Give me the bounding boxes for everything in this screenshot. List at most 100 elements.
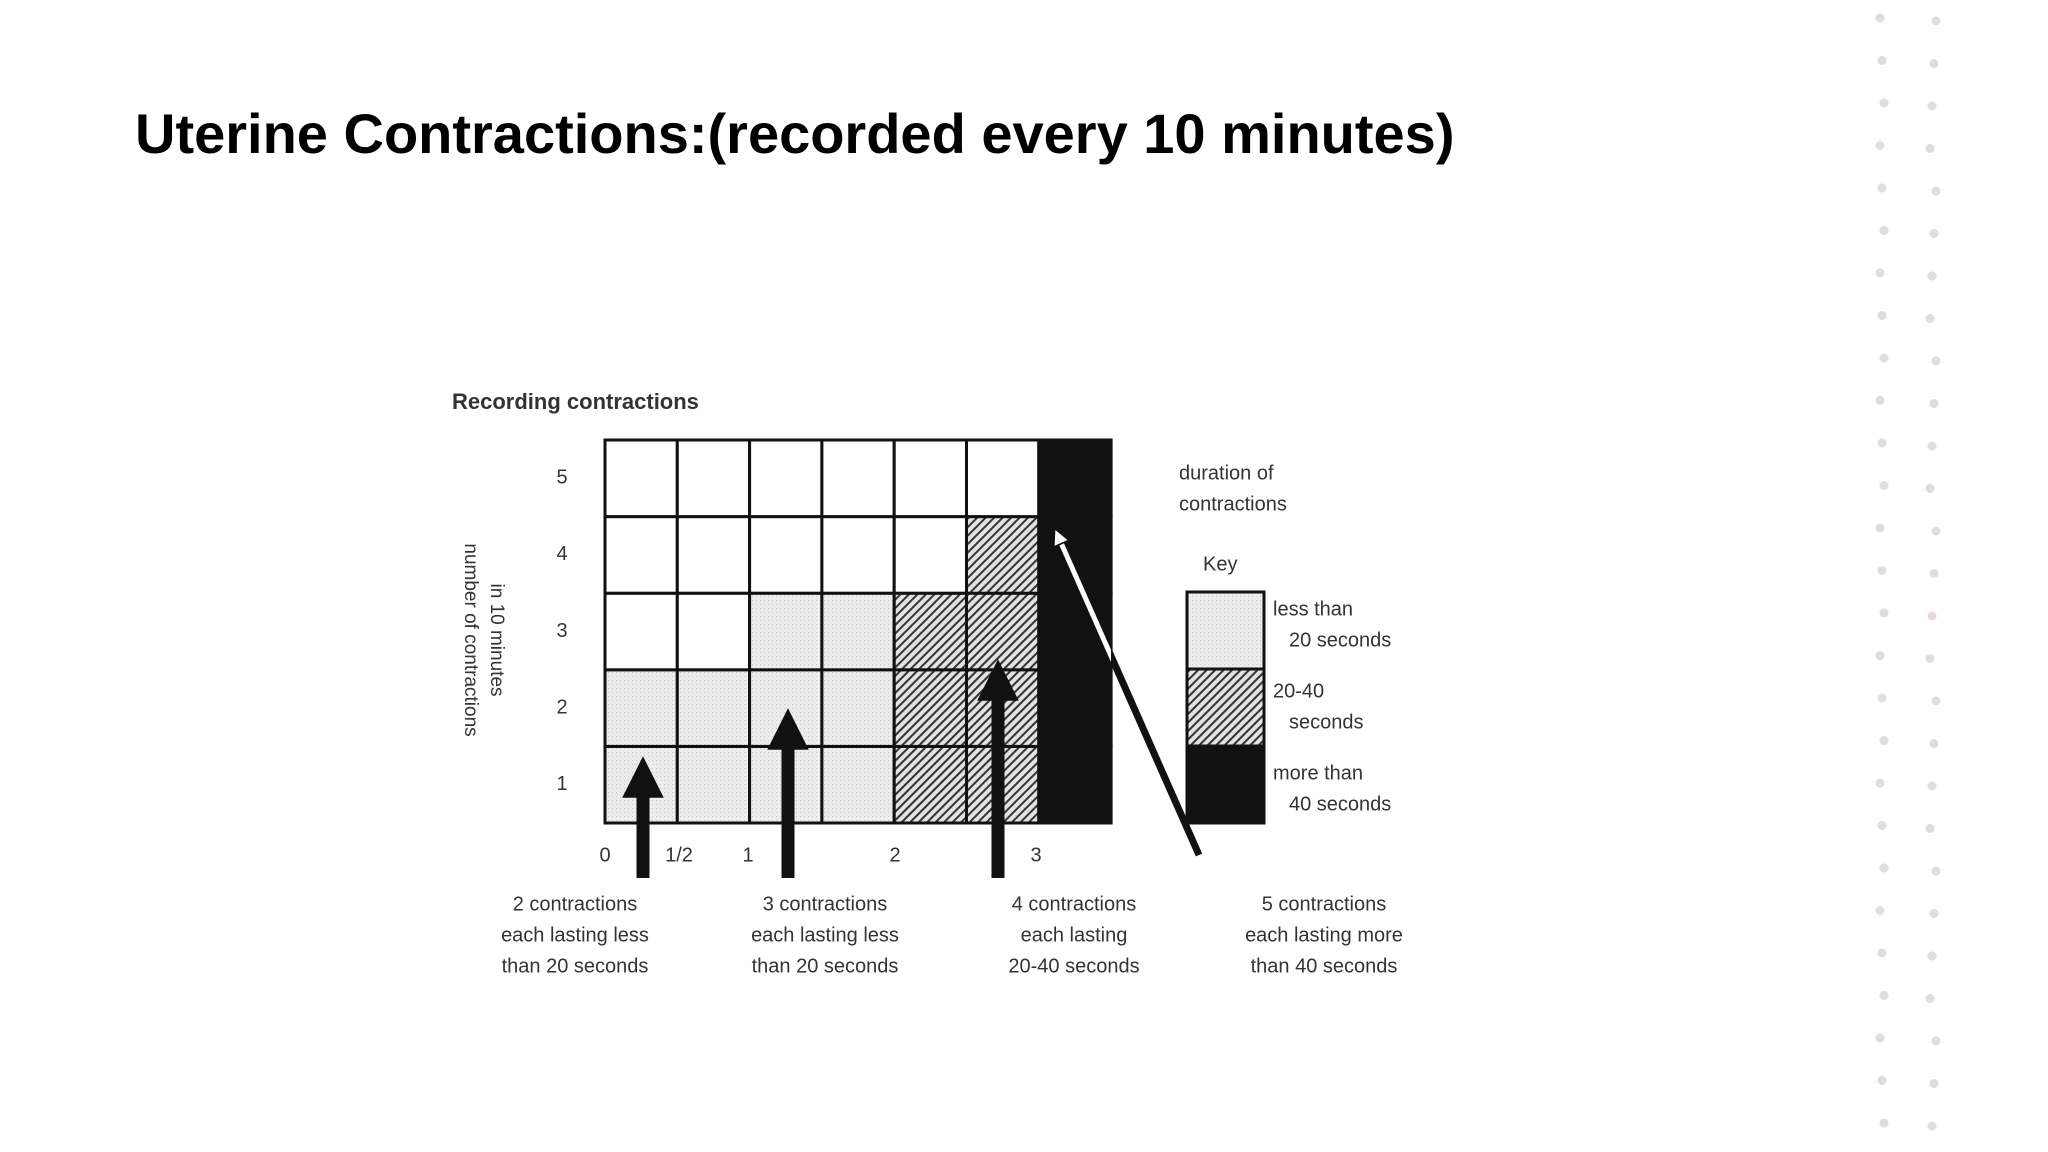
dot (1875, 268, 1885, 278)
key-label: 20 seconds (1289, 629, 1391, 651)
dot (1879, 991, 1889, 1000)
dot (1925, 654, 1935, 663)
y-tick-label: 5 (556, 467, 567, 489)
dot (1929, 59, 1939, 68)
caption: 2 contractions (513, 893, 638, 915)
caption: 5 contractions (1262, 893, 1387, 915)
grid-cell (892, 438, 969, 519)
key-title: Key (1203, 553, 1237, 575)
dot (1875, 396, 1885, 405)
dot (1925, 314, 1935, 323)
grid-cell (892, 668, 969, 748)
dot (1877, 693, 1887, 703)
grid-cell (965, 591, 1041, 672)
y-axis-label: in 10 minutes (486, 583, 507, 696)
key-label: 40 seconds (1289, 793, 1391, 815)
x-tick-label: 1/2 (665, 844, 693, 866)
dot (1925, 484, 1935, 493)
grid-cell (820, 591, 896, 672)
dot (1931, 186, 1941, 196)
key-swatch (1185, 590, 1266, 671)
grid-cell (748, 515, 824, 595)
dot (1879, 1118, 1889, 1128)
x-tick-label: 1 (742, 844, 753, 866)
grid-cell (603, 668, 679, 748)
caption: each lasting more (1245, 924, 1403, 946)
dot (1875, 651, 1885, 660)
dot (1929, 229, 1939, 238)
y-tick-label: 2 (556, 696, 567, 718)
key-heading: contractions (1179, 493, 1287, 515)
grid-cell (965, 515, 1041, 595)
dot (1927, 951, 1937, 961)
dot (1929, 399, 1939, 408)
grid-cell (1037, 744, 1113, 825)
grid-cell (675, 744, 752, 825)
dot (1875, 1033, 1885, 1043)
key-swatch (1185, 744, 1266, 825)
dot (1931, 1036, 1941, 1046)
dot (1925, 144, 1935, 153)
y-axis-label: number of contractions (460, 543, 481, 736)
dot (1875, 778, 1885, 788)
dot (1879, 863, 1889, 873)
grid-cell (820, 515, 896, 595)
diagram-title: Recording contractions (452, 389, 699, 414)
dot (1879, 98, 1889, 108)
dot (1877, 311, 1887, 320)
x-tick-label: 0 (599, 844, 610, 866)
dot (1931, 356, 1941, 366)
key-label: 20-40 (1273, 680, 1324, 702)
caption: each lasting less (751, 924, 899, 946)
dot (1925, 824, 1935, 833)
dot (1927, 781, 1937, 791)
caption: 4 contractions (1012, 893, 1137, 915)
dot (1927, 101, 1937, 111)
grid-cell (603, 591, 679, 672)
grid-cell (820, 438, 896, 519)
grid-cell (1037, 668, 1113, 748)
caption: 20-40 seconds (1008, 955, 1139, 977)
arrow (1058, 536, 1111, 663)
grid-cell (675, 438, 752, 519)
dot (1927, 611, 1937, 621)
dot (1931, 696, 1941, 706)
grid-cell (675, 591, 752, 672)
y-tick-label: 3 (556, 620, 567, 642)
dot (1929, 1079, 1939, 1088)
grid-cell (892, 591, 969, 672)
key-heading: duration of (1179, 462, 1274, 484)
grid-cell (892, 515, 969, 595)
dot (1931, 866, 1941, 876)
x-tick-label: 3 (1030, 844, 1041, 866)
dot (1879, 736, 1889, 745)
caption: than 40 seconds (1251, 955, 1398, 977)
grid-cell (748, 591, 824, 672)
dot (1931, 16, 1941, 26)
dot (1875, 906, 1885, 915)
key-label: less than (1273, 598, 1353, 620)
grid-cell (748, 438, 824, 519)
diagram: Recording contractions 1 2 3 4 5 number of con… (452, 389, 1403, 977)
y-tick-label: 1 (556, 773, 567, 795)
caption: each lasting less (501, 924, 649, 946)
dot (1879, 353, 1889, 363)
dot (1877, 438, 1887, 448)
dot (1929, 909, 1939, 918)
dot (1927, 441, 1937, 451)
dot (1875, 13, 1885, 23)
grid-cell (603, 515, 679, 595)
dot (1877, 183, 1887, 193)
dot (1877, 948, 1887, 958)
decoration (1875, 13, 1941, 1131)
grid-cell (675, 515, 752, 595)
dot (1879, 226, 1889, 235)
dot (1879, 608, 1889, 618)
grid-cell (675, 668, 752, 748)
caption: 3 contractions (763, 893, 888, 915)
y-tick-label: 4 (556, 543, 567, 565)
grid-cell (603, 438, 679, 519)
caption: each lasting (1021, 924, 1128, 946)
grid-cell (892, 744, 969, 825)
